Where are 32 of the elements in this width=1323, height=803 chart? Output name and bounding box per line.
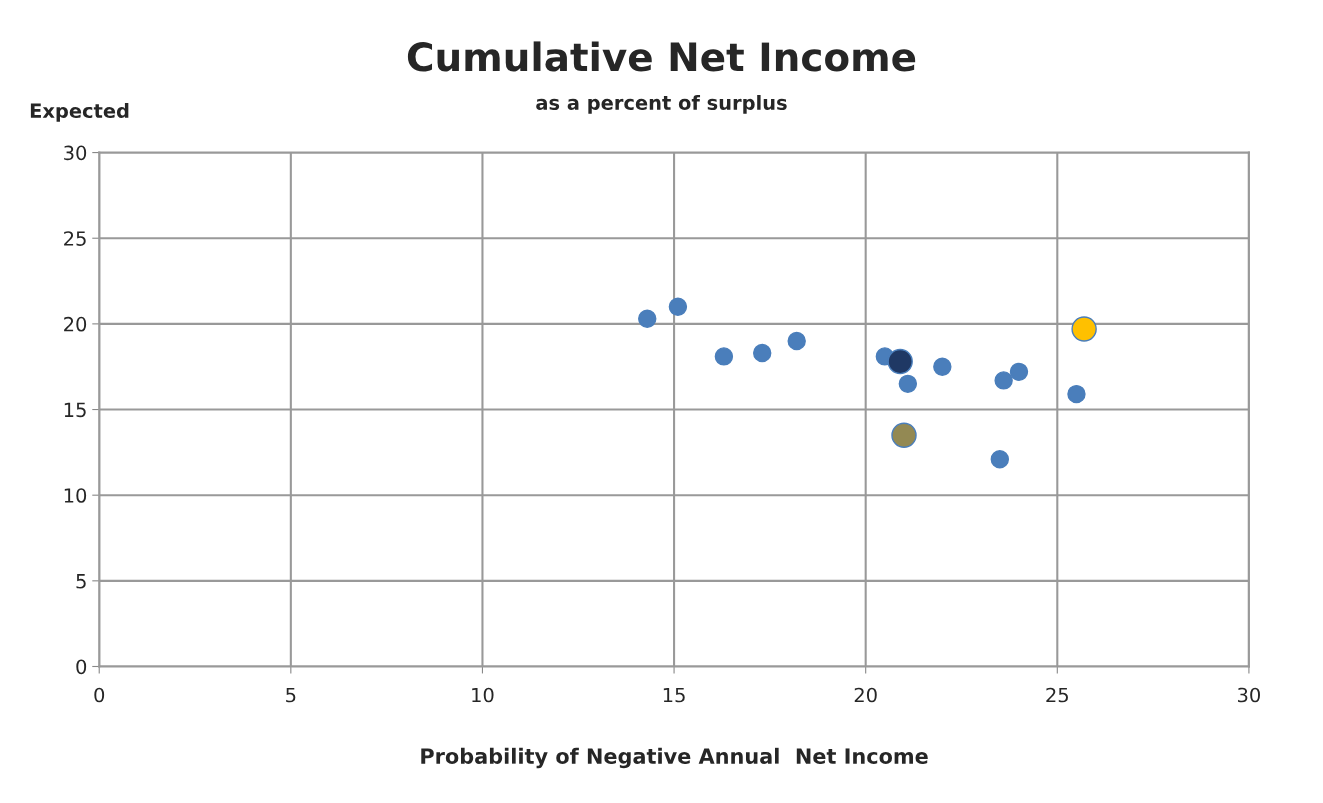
point — [994, 371, 1013, 390]
x-tick-label: 0 — [94, 687, 105, 703]
y-tick-label: 5 — [76, 574, 86, 589]
point — [1067, 384, 1086, 404]
x-tick-label: 20 — [854, 687, 877, 703]
point — [638, 309, 657, 328]
point — [668, 297, 688, 316]
chart-title: Cumulative Net Income — [407, 41, 916, 72]
point — [1071, 316, 1097, 342]
point — [714, 347, 734, 366]
point — [787, 331, 806, 351]
x-tick-label: 30 — [1238, 687, 1260, 703]
x-tick-label: 15 — [663, 687, 685, 703]
y-axis-title: Expected — [30, 103, 129, 122]
chart-subtitle: as a percent of surplus — [536, 94, 787, 114]
point — [887, 348, 913, 375]
y-tick-label: 20 — [64, 316, 87, 332]
x-tick-label: 25 — [1046, 687, 1068, 703]
y-tick-label: 10 — [64, 488, 87, 503]
point — [753, 343, 772, 363]
point — [1009, 362, 1029, 382]
y-tick-label: 25 — [64, 231, 86, 246]
point — [933, 357, 952, 376]
x-axis-title: Probability of Negative Annual Net Income — [421, 747, 928, 769]
point — [891, 422, 917, 448]
y-tick-label: 15 — [64, 402, 86, 418]
point — [898, 374, 918, 394]
x-tick-label: 5 — [286, 687, 296, 703]
point — [990, 450, 1010, 469]
y-tick-label: 30 — [64, 145, 87, 161]
x-tick-label: 10 — [472, 687, 494, 703]
y-tick-label: 0 — [76, 659, 87, 675]
